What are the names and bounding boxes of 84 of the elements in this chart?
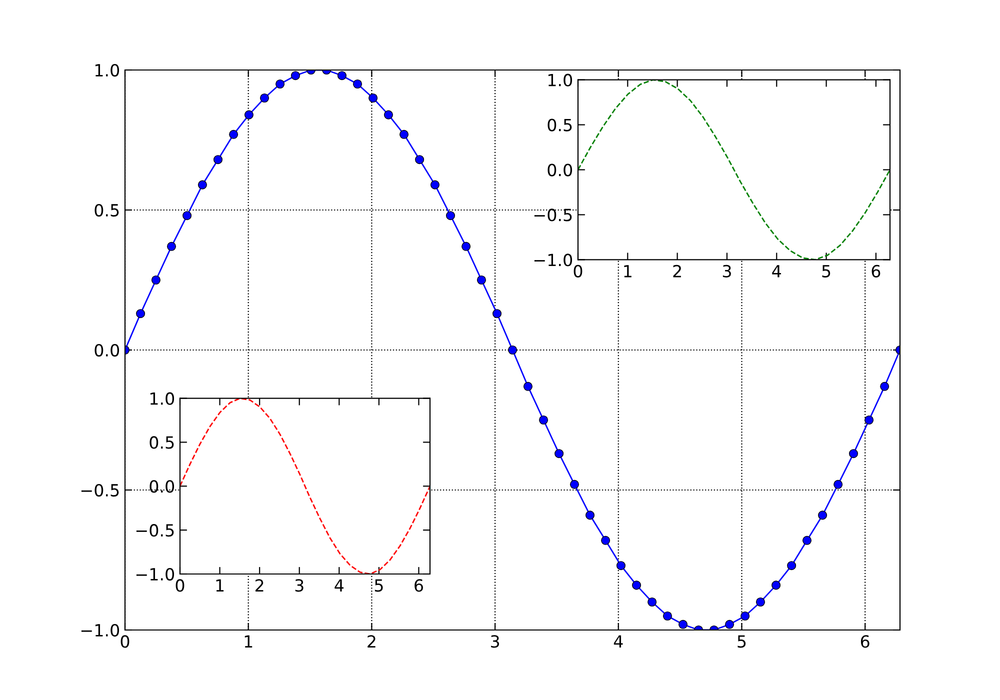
y-tick-label: 0.0 <box>94 344 120 357</box>
point <box>508 345 518 355</box>
point <box>492 309 502 318</box>
line-series <box>578 80 890 260</box>
point <box>430 180 440 190</box>
point <box>756 597 766 607</box>
point <box>662 611 672 621</box>
point <box>213 155 223 164</box>
y-tick-label: 1.0 <box>95 64 120 77</box>
point <box>570 480 579 489</box>
y-tick-label: −1.0 <box>534 254 572 266</box>
point <box>446 211 456 220</box>
y-tick-label: 1.0 <box>548 74 572 86</box>
x-tick-label: 6 <box>414 579 423 592</box>
point <box>276 79 285 89</box>
x-tick-label: 1 <box>244 635 252 648</box>
x-tick-label: 2 <box>673 264 681 278</box>
y-tick-label: 0.5 <box>548 118 572 132</box>
x-tick-label: 3 <box>295 579 304 592</box>
x-tick-label: 4 <box>334 579 344 592</box>
point <box>678 620 688 629</box>
point <box>539 415 548 425</box>
point <box>476 275 486 285</box>
x-tick-label: 3 <box>722 264 731 278</box>
x-tick-label: 1 <box>624 265 632 278</box>
point <box>586 510 595 520</box>
x-tick-label: 4 <box>772 265 781 278</box>
point <box>787 561 796 570</box>
y-tick-label: 0.5 <box>150 436 174 449</box>
x-tick-label: 2 <box>368 635 376 648</box>
x-tick-label: 1 <box>216 579 224 592</box>
x-tick-label: 5 <box>374 579 383 592</box>
point <box>400 130 409 139</box>
point <box>864 415 874 425</box>
point <box>818 510 828 520</box>
x-tick-label: 5 <box>738 635 746 648</box>
point <box>725 620 734 629</box>
point <box>880 382 890 391</box>
point <box>632 580 642 590</box>
y-tick-label: −0.5 <box>136 524 174 537</box>
y-tick-label: −1.0 <box>81 624 120 637</box>
point <box>229 130 238 139</box>
point <box>244 110 254 120</box>
line-series <box>125 70 900 630</box>
y-tick-label: −0.5 <box>81 484 119 497</box>
x-tick-label: 4 <box>614 635 623 648</box>
point <box>554 449 564 458</box>
point <box>198 180 207 190</box>
x-tick-label: 0 <box>120 635 130 648</box>
y-tick-label: −1.0 <box>136 568 174 581</box>
point <box>182 211 192 220</box>
x-tick-label: 0 <box>574 264 582 278</box>
point <box>616 561 626 570</box>
point <box>337 71 346 80</box>
x-tick-label: 2 <box>256 579 264 592</box>
line-series <box>180 398 430 574</box>
point <box>136 309 146 318</box>
point <box>368 93 378 103</box>
x-tick-label: 6 <box>872 264 880 278</box>
point <box>834 480 843 489</box>
point <box>415 155 424 164</box>
point <box>848 449 858 458</box>
y-tick-label: 0.0 <box>548 164 572 176</box>
point <box>384 110 393 120</box>
y-tick-label: 0.5 <box>94 204 119 217</box>
point <box>151 275 160 285</box>
x-tick-label: 0 <box>176 579 184 592</box>
x-tick-label: 6 <box>860 635 870 648</box>
point <box>772 580 781 590</box>
point <box>290 71 300 80</box>
y-tick-label: −0.5 <box>534 208 572 222</box>
point <box>166 242 176 251</box>
point <box>648 597 657 607</box>
point <box>802 536 812 545</box>
x-tick-label: 3 <box>491 635 500 648</box>
x-tick-label: 5 <box>822 265 830 278</box>
point <box>462 242 471 251</box>
point <box>740 611 750 621</box>
y-tick-label: 0.0 <box>150 480 174 493</box>
point <box>601 536 610 545</box>
point <box>260 93 270 103</box>
point <box>523 382 532 391</box>
point <box>352 79 362 89</box>
y-tick-label: 1.0 <box>150 392 174 405</box>
